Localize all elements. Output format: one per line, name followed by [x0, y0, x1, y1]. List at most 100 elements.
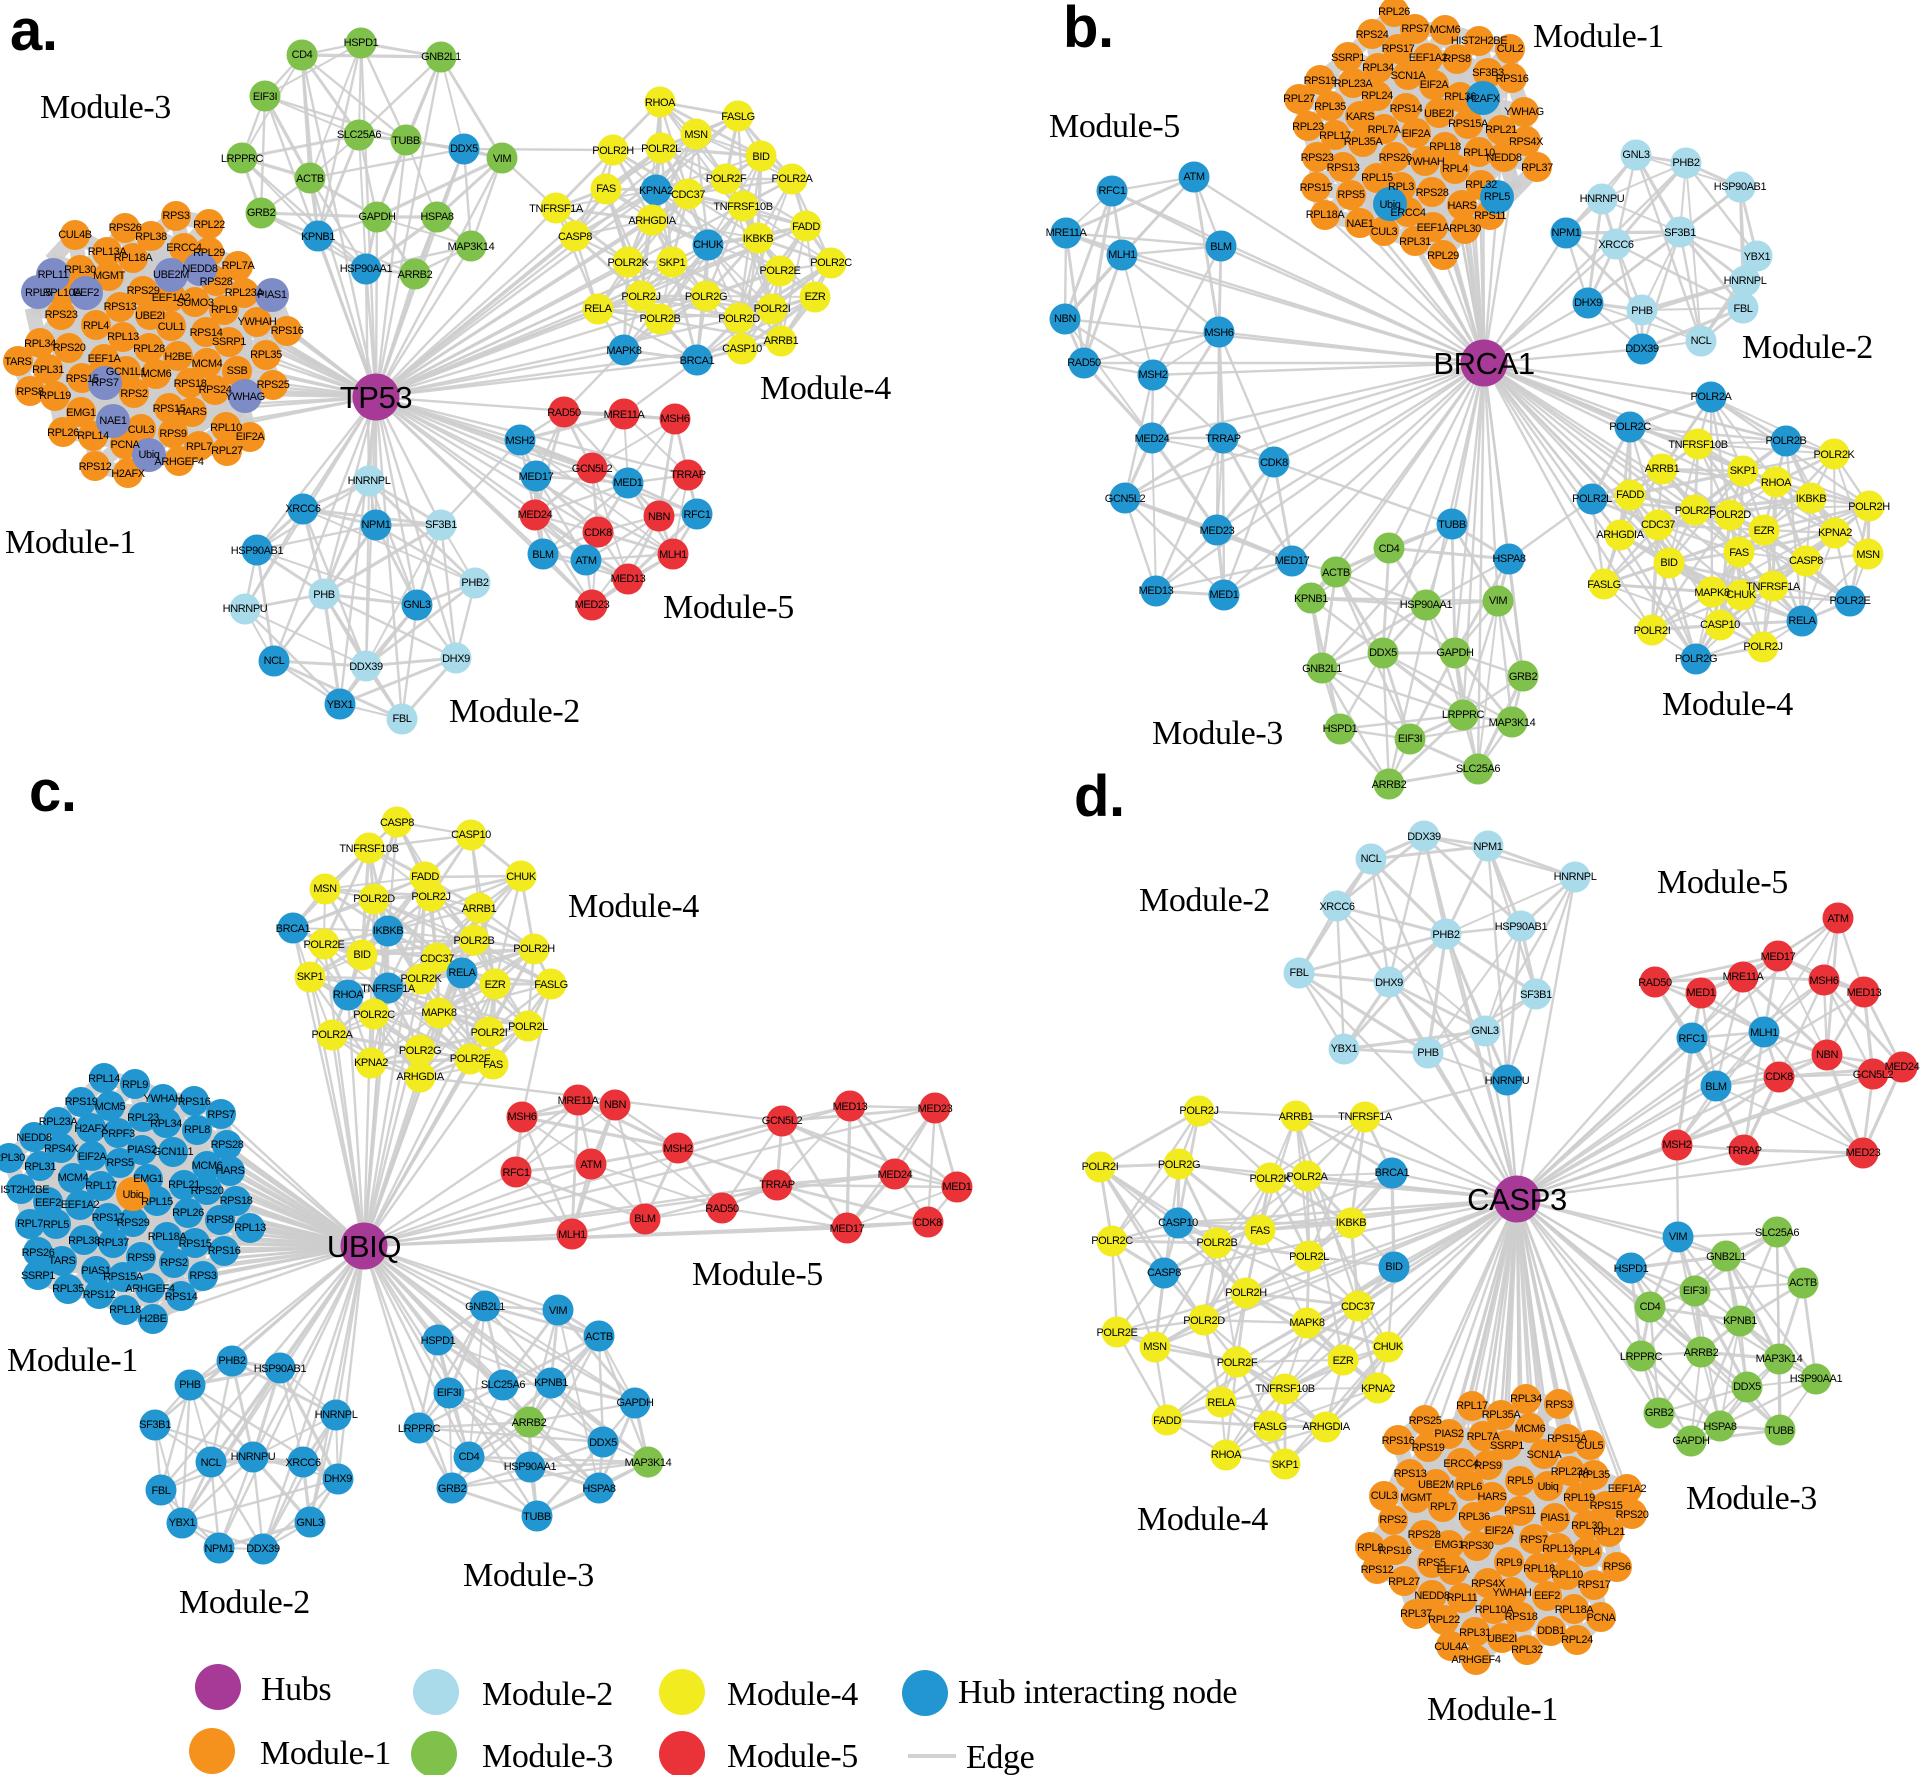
svg-text:PIAS1: PIAS1: [81, 1265, 110, 1277]
svg-text:RPS14: RPS14: [190, 327, 223, 339]
svg-text:RPS15A: RPS15A: [1448, 118, 1489, 130]
svg-text:GRB2: GRB2: [1645, 1407, 1674, 1419]
svg-text:RPS4X: RPS4X: [1509, 136, 1544, 148]
svg-text:RPL9: RPL9: [211, 304, 237, 316]
svg-text:ATM: ATM: [580, 1159, 601, 1171]
svg-text:EIF2A: EIF2A: [1485, 1525, 1515, 1537]
svg-text:ARHGEF4: ARHGEF4: [1451, 1654, 1500, 1666]
svg-text:HSPA8: HSPA8: [1492, 553, 1526, 565]
svg-text:Module-3: Module-3: [1686, 1480, 1817, 1517]
svg-text:RPL8: RPL8: [1357, 1542, 1383, 1554]
svg-text:PHB2: PHB2: [1432, 929, 1459, 941]
svg-text:CUL3: CUL3: [1371, 1490, 1398, 1502]
svg-text:Module-1: Module-1: [7, 1342, 138, 1379]
svg-text:RPL17: RPL17: [1319, 130, 1351, 142]
svg-text:TNFRSF1A: TNFRSF1A: [1338, 1111, 1393, 1123]
svg-text:NPM1: NPM1: [1552, 227, 1581, 239]
svg-text:RPS18: RPS18: [174, 378, 207, 390]
svg-text:RPL7A: RPL7A: [1368, 124, 1402, 136]
svg-text:RPL21: RPL21: [1485, 124, 1517, 136]
svg-text:ERCC4: ERCC4: [1443, 1458, 1479, 1470]
svg-text:RPS18: RPS18: [220, 1195, 253, 1207]
svg-text:CDK8: CDK8: [1260, 457, 1288, 469]
svg-text:GCN5L2: GCN5L2: [1105, 493, 1146, 505]
svg-text:NCL: NCL: [201, 1457, 222, 1469]
svg-text:RPL36: RPL36: [1444, 91, 1476, 103]
svg-text:RPL3: RPL3: [1388, 181, 1414, 193]
svg-text:NCL: NCL: [264, 655, 285, 667]
svg-text:RPS8: RPS8: [16, 386, 43, 398]
svg-text:RPL11: RPL11: [1447, 1592, 1478, 1604]
svg-text:UBE2I: UBE2I: [1424, 108, 1454, 120]
svg-text:RPS28: RPS28: [200, 276, 233, 288]
svg-text:HSP90AA1: HSP90AA1: [504, 1461, 557, 1473]
svg-text:FASLG: FASLG: [1587, 579, 1620, 591]
svg-text:RPS19: RPS19: [65, 1096, 98, 1108]
svg-text:POLR2L: POLR2L: [508, 1021, 548, 1033]
svg-text:MSH2: MSH2: [506, 435, 535, 447]
svg-text:MED17: MED17: [519, 471, 554, 483]
svg-text:RPL38: RPL38: [135, 231, 167, 243]
svg-text:GRB2: GRB2: [1509, 671, 1538, 683]
svg-text:KPNB1: KPNB1: [534, 1377, 568, 1389]
svg-text:RPL6: RPL6: [1456, 1481, 1482, 1493]
svg-text:POLR2K: POLR2K: [400, 973, 442, 985]
svg-text:POLR2C: POLR2C: [810, 257, 852, 269]
svg-text:Hubs: Hubs: [261, 1671, 331, 1708]
svg-text:RPL18A: RPL18A: [114, 252, 154, 264]
svg-text:VIM: VIM: [493, 153, 512, 165]
svg-text:CASP8: CASP8: [1147, 1267, 1181, 1279]
svg-text:EIF2A: EIF2A: [78, 1151, 108, 1163]
svg-text:XRCC6: XRCC6: [285, 503, 321, 515]
svg-text:CDK8: CDK8: [914, 1217, 942, 1229]
svg-text:RPL14: RPL14: [77, 430, 109, 442]
svg-text:POLR2D: POLR2D: [1709, 509, 1751, 521]
svg-text:NBN: NBN: [1054, 313, 1076, 325]
svg-text:RPS7: RPS7: [1401, 23, 1428, 35]
svg-text:a.: a.: [10, 0, 58, 63]
svg-text:FBL: FBL: [152, 1485, 171, 1497]
svg-text:MED17: MED17: [1275, 555, 1310, 567]
svg-text:KPNA2: KPNA2: [1818, 527, 1852, 539]
svg-text:HARS: HARS: [1478, 1491, 1507, 1503]
svg-text:MGMT: MGMT: [93, 270, 126, 282]
svg-text:EEF1A2: EEF1A2: [152, 292, 191, 304]
svg-text:RPL31: RPL31: [1459, 1627, 1491, 1639]
svg-text:RPL17: RPL17: [85, 1180, 117, 1192]
svg-text:H2AFX: H2AFX: [1466, 93, 1501, 105]
svg-text:ARHGDIA: ARHGDIA: [1302, 1421, 1350, 1433]
svg-text:SCN1A: SCN1A: [1527, 1449, 1563, 1461]
svg-text:RPS28: RPS28: [1416, 187, 1449, 199]
svg-text:RPS3: RPS3: [189, 1270, 216, 1282]
svg-text:RFC1: RFC1: [1678, 1033, 1705, 1045]
svg-text:FBL: FBL: [393, 713, 412, 725]
svg-text:MED1: MED1: [1210, 589, 1239, 601]
svg-text:MED24: MED24: [878, 1169, 913, 1181]
svg-text:BLM: BLM: [532, 549, 554, 561]
svg-text:BID: BID: [1385, 1261, 1403, 1273]
svg-text:POLR2A: POLR2A: [311, 1029, 353, 1041]
svg-text:TRRAP: TRRAP: [670, 469, 705, 481]
svg-text:RPL26: RPL26: [172, 1207, 204, 1219]
svg-text:IKBKB: IKBKB: [373, 925, 403, 937]
svg-text:EIF3I: EIF3I: [253, 91, 278, 103]
svg-text:Module-1: Module-1: [260, 1735, 391, 1772]
svg-text:KPNB1: KPNB1: [1294, 593, 1328, 605]
svg-text:MED24: MED24: [1885, 1061, 1920, 1073]
svg-text:Module-5: Module-5: [727, 1738, 858, 1775]
svg-text:CUL3: CUL3: [1371, 226, 1398, 238]
svg-text:RPS11: RPS11: [1474, 210, 1506, 222]
svg-text:MSN: MSN: [313, 883, 337, 895]
svg-text:RPL10: RPL10: [1463, 147, 1495, 159]
svg-text:POLR2B: POLR2B: [1196, 1237, 1237, 1249]
svg-text:RPS5: RPS5: [1337, 189, 1364, 201]
svg-text:ARHGEF4: ARHGEF4: [154, 456, 203, 468]
svg-text:RPS20: RPS20: [1616, 1509, 1649, 1521]
svg-text:RAD50: RAD50: [1638, 977, 1672, 989]
svg-text:Module-5: Module-5: [692, 1256, 823, 1293]
svg-text:RPS29: RPS29: [127, 285, 160, 297]
svg-text:HNRNPL: HNRNPL: [1724, 275, 1767, 287]
svg-text:CASP10: CASP10: [1158, 1217, 1198, 1229]
svg-text:ACTB: ACTB: [296, 173, 324, 185]
svg-text:RPL37: RPL37: [1400, 1608, 1432, 1620]
